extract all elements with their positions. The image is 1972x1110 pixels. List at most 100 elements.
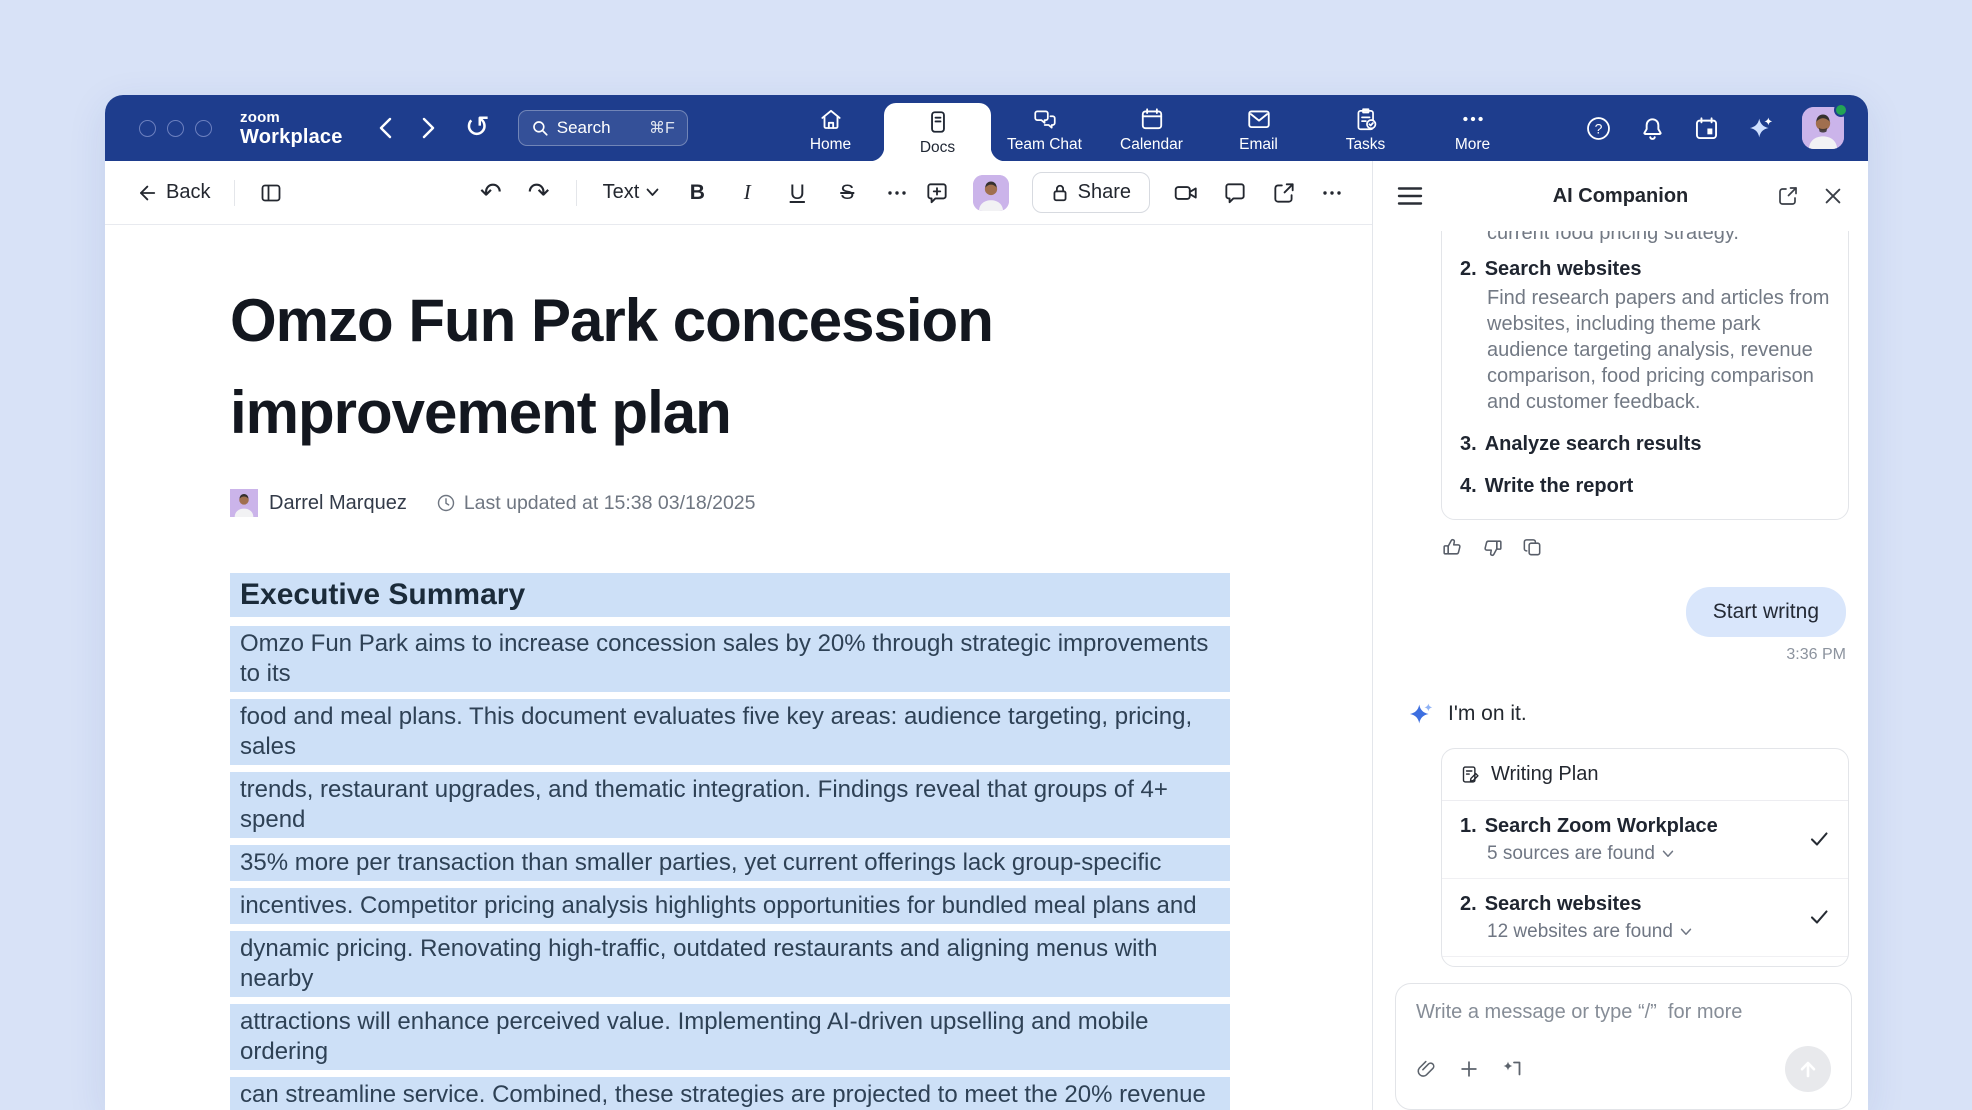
toolbar-divider — [234, 179, 236, 206]
tab-email[interactable]: Email — [1205, 95, 1312, 161]
step-2-check-icon — [1808, 906, 1830, 928]
author-avatar — [230, 489, 258, 517]
plan-preview-step-3: 3. Analyze search results — [1460, 433, 1702, 455]
panel-menu-button[interactable] — [1397, 186, 1423, 206]
step-2-websites-dropdown[interactable]: 12 websites are found — [1460, 921, 1796, 943]
ai-chat-messages[interactable]: current food pricing strategy. 2. Search… — [1373, 231, 1868, 967]
message-timestamp: 3:36 PM — [1786, 646, 1846, 663]
author-name: Darrel Marquez — [269, 491, 407, 514]
pop-out-panel-button[interactable] — [1776, 184, 1800, 208]
attach-file-button[interactable] — [1416, 1058, 1438, 1080]
thumbs-down-button[interactable] — [1481, 536, 1504, 559]
highlighted-text-line: incentives. Competitor pricing analysis … — [230, 888, 1230, 924]
undo-button[interactable]: ↶ — [480, 177, 502, 208]
tab-more-label: More — [1454, 136, 1491, 153]
back-button[interactable]: Back — [135, 181, 210, 204]
plan-preview-step-4: 4. Write the report — [1460, 475, 1634, 497]
svg-text:?: ? — [1595, 120, 1603, 136]
window-minimize-button[interactable] — [167, 119, 184, 137]
docs-icon — [930, 111, 945, 133]
document-canvas[interactable]: Omzo Fun Park concession improvement pla… — [105, 225, 1372, 1110]
avatar-photo — [972, 174, 1009, 211]
home-icon — [820, 109, 841, 129]
text-style-dropdown[interactable]: Text — [603, 181, 660, 204]
ai-companion-sparkle-button[interactable] — [1747, 114, 1775, 142]
add-comment-button[interactable] — [924, 180, 950, 206]
clipped-plan-text: current food pricing strategy. — [1487, 231, 1739, 244]
schedule-calendar-button[interactable] — [1693, 115, 1720, 142]
window-zoom-button[interactable] — [195, 119, 212, 137]
sidebar-toggle-button[interactable] — [259, 181, 283, 205]
thumbs-up-button[interactable] — [1441, 536, 1464, 559]
lock-icon — [1053, 184, 1067, 201]
message-feedback-actions — [1441, 536, 1846, 559]
window-controls[interactable] — [139, 119, 212, 137]
tab-email-label: Email — [1239, 136, 1278, 153]
insert-into-doc-button[interactable] — [1500, 1057, 1524, 1081]
video-call-button[interactable] — [1173, 180, 1199, 206]
tab-docs-label: Docs — [919, 139, 956, 156]
clock-icon — [437, 494, 455, 512]
avatar-photo — [1802, 107, 1844, 149]
history-back-button[interactable] — [379, 117, 392, 139]
copy-button[interactable] — [1521, 536, 1544, 559]
tab-home[interactable]: Home — [777, 95, 884, 161]
strikethrough-button[interactable]: S — [840, 180, 855, 204]
italic-button[interactable]: I — [743, 180, 751, 204]
collaborator-avatar[interactable] — [972, 174, 1009, 211]
underline-button[interactable]: U — [789, 180, 805, 204]
tab-more[interactable]: More — [1419, 95, 1526, 161]
document-title-line2: improvement plan — [230, 379, 732, 446]
bold-button[interactable]: B — [689, 180, 705, 204]
plan-preview-step-2: 2. Search websites — [1460, 258, 1642, 280]
search-icon — [531, 119, 549, 137]
redo-button[interactable]: ↷ — [527, 177, 550, 208]
highlighted-text-line: attractions will enhance perceived value… — [230, 1004, 1230, 1070]
step-1-sources-dropdown[interactable]: 5 sources are found — [1460, 843, 1796, 865]
assistant-reply: I'm on it. — [1407, 700, 1846, 728]
message-input[interactable] — [1416, 1001, 1831, 1024]
tab-team-chat[interactable]: Team Chat — [991, 95, 1098, 161]
tab-calendar[interactable]: Calendar — [1098, 95, 1205, 161]
ai-companion-panel: AI Companion current food pricing strate… — [1372, 161, 1868, 1110]
document-area: Back ↶ ↷ Text B I — [105, 161, 1372, 1110]
notifications-bell-button[interactable] — [1639, 115, 1666, 142]
help-button[interactable]: ? — [1585, 115, 1612, 142]
top-navigation-bar: zoom Workplace ↺ Search ⌘F Home — [105, 95, 1868, 161]
zoom-workplace-window: zoom Workplace ↺ Search ⌘F Home — [105, 95, 1868, 1110]
tab-tasks[interactable]: Tasks — [1312, 95, 1419, 161]
user-message-bubble: Start writng — [1685, 587, 1846, 637]
tab-calendar-label: Calendar — [1120, 136, 1183, 153]
chat-button[interactable] — [1222, 180, 1248, 206]
writing-plan-card: Writing Plan 1. Search Zoom Workplace 5 s… — [1441, 748, 1849, 967]
team-chat-icon — [1033, 110, 1056, 129]
tab-docs[interactable]: Docs — [870, 103, 1005, 161]
recent-history-icon[interactable]: ↺ — [464, 110, 490, 145]
writing-plan-step-1[interactable]: 1. Search Zoom Workplace 5 sources are fo… — [1442, 801, 1848, 879]
add-content-button[interactable] — [1458, 1058, 1480, 1080]
more-formatting-button[interactable] — [885, 181, 909, 205]
app-tab-strip: Home Docs Team Chat Calendar Email Tasks — [777, 95, 1526, 161]
history-forward-button[interactable] — [422, 117, 435, 139]
highlighted-text-line: dynamic pricing. Renovating high-traffic… — [230, 931, 1230, 997]
user-avatar[interactable] — [1802, 103, 1848, 149]
back-label: Back — [166, 181, 211, 203]
global-search-input[interactable]: Search ⌘F — [517, 110, 688, 146]
more-actions-button[interactable] — [1320, 181, 1344, 205]
calendar-icon — [1141, 108, 1162, 130]
close-panel-button[interactable] — [1822, 185, 1844, 207]
writing-plan-step-2[interactable]: 2. Search websites 12 websites are found — [1442, 879, 1848, 957]
search-placeholder: Search — [556, 118, 611, 137]
writing-plan-step-3[interactable]: 3.Analyze search results — [1442, 957, 1848, 966]
tasks-icon — [1357, 108, 1376, 131]
toolbar-divider — [575, 179, 577, 206]
presence-status-dot — [1834, 103, 1848, 117]
share-button[interactable]: Share — [1031, 172, 1150, 213]
window-close-button[interactable] — [139, 119, 156, 137]
search-shortcut: ⌘F — [648, 120, 675, 137]
send-message-button[interactable] — [1785, 1046, 1831, 1092]
open-external-button[interactable] — [1271, 180, 1297, 206]
step-1-check-icon — [1808, 828, 1830, 850]
chevron-down-icon — [1680, 928, 1692, 935]
ai-sparkle-icon — [1409, 703, 1433, 724]
